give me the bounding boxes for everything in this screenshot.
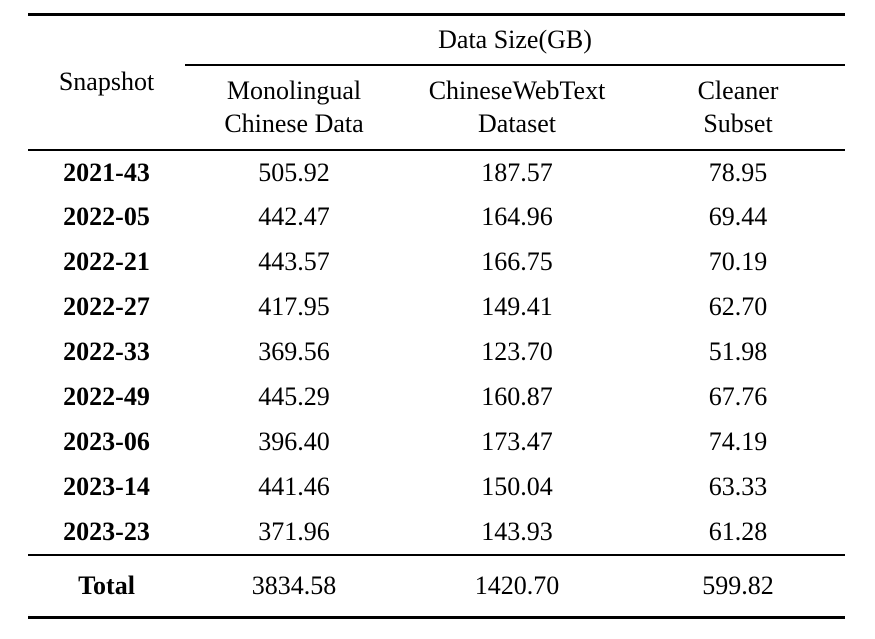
table-row: 2021-43 505.92 187.57 78.95 <box>28 150 845 195</box>
monolingual-value-cell: 505.92 <box>258 157 330 187</box>
chinesewebtext-value-cell: 123.70 <box>481 337 553 366</box>
monolingual-value-cell: 371.96 <box>258 516 330 546</box>
total-monolingual-cell: 3834.58 <box>185 553 403 618</box>
table-header: Snapshot Data Size(GB) Monolingual Chine… <box>28 14 846 151</box>
cleaner-value-cell: 70.19 <box>708 247 768 276</box>
table-row: 2023-14 441.46 150.04 63.33 <box>28 465 845 510</box>
chinesewebtext-value-cell: 164.96 <box>481 202 553 231</box>
sub-header-row: Monolingual Chinese Data ChineseWebText … <box>28 64 846 151</box>
column-header-line: Monolingual <box>226 76 362 105</box>
table-body: 2021-43 505.92 187.57 78.95 2022-05 442.… <box>28 150 845 555</box>
monolingual-value-cell: 445.29 <box>258 382 330 411</box>
snapshot-cell: 2022-05 <box>63 202 150 231</box>
table-row: 2022-05 442.47 164.96 69.44 <box>28 195 845 240</box>
monolingual-value-cell: 369.56 <box>258 337 330 366</box>
chinesewebtext-value-cell: 166.75 <box>481 247 553 276</box>
snapshot-cell: 2021-43 <box>63 157 150 187</box>
cleaner-value-cell: 69.44 <box>708 202 768 231</box>
snapshot-cell: 2022-21 <box>63 247 150 276</box>
column-header-line: Subset <box>703 109 773 138</box>
cleaner-value-cell: 51.98 <box>708 337 768 366</box>
chinesewebtext-value-cell: 150.04 <box>481 472 553 501</box>
snapshot-cell: 2023-14 <box>63 472 150 501</box>
table-row: 2022-33 369.56 123.70 51.98 <box>28 330 845 375</box>
total-label-cell: Total <box>28 553 185 618</box>
table-footer: Total 3834.58 1420.70 599.82 <box>28 553 846 618</box>
column-header-line: ChineseWebText <box>428 76 606 105</box>
column-header-line: Dataset <box>478 109 556 138</box>
column-header-chinesewebtext: ChineseWebText Dataset <box>403 64 631 151</box>
table-row: 2022-49 445.29 160.87 67.76 <box>28 375 845 420</box>
snapshot-cell: 2022-33 <box>63 337 150 366</box>
cleaner-value-cell: 78.95 <box>708 157 768 187</box>
total-chinesewebtext-cell: 1420.70 <box>403 553 631 618</box>
monolingual-value-cell: 441.46 <box>258 472 330 501</box>
column-header-line: Cleaner <box>697 76 779 105</box>
snapshot-cell: 2023-23 <box>63 516 150 546</box>
group-header-data-size: Data Size(GB) <box>185 14 846 66</box>
table-row: 2023-06 396.40 173.47 74.19 <box>28 420 845 465</box>
snapshot-cell: 2023-06 <box>63 427 150 456</box>
page: Snapshot Data Size(GB) Monolingual Chine… <box>28 13 846 619</box>
chinesewebtext-value-cell: 173.47 <box>481 427 553 456</box>
snapshot-cell: 2022-49 <box>63 382 150 411</box>
table-row: 2023-23 371.96 143.93 61.28 <box>28 510 845 555</box>
group-header-row: Snapshot Data Size(GB) <box>28 14 846 151</box>
table-row: 2022-27 417.95 149.41 62.70 <box>28 285 845 330</box>
cleaner-value-cell: 67.76 <box>708 382 768 411</box>
cleaner-value-cell: 62.70 <box>708 292 768 321</box>
monolingual-value-cell: 396.40 <box>258 427 330 456</box>
total-cleaner-cell: 599.82 <box>631 553 846 618</box>
total-row: Total 3834.58 1420.70 599.82 <box>28 553 846 618</box>
cleaner-value-cell: 61.28 <box>708 516 768 546</box>
table-row: 2022-21 443.57 166.75 70.19 <box>28 240 845 285</box>
chinesewebtext-value-cell: 143.93 <box>481 516 553 546</box>
snapshot-cell: 2022-27 <box>63 292 150 321</box>
column-header-monolingual: Monolingual Chinese Data <box>185 64 403 151</box>
monolingual-value-cell: 443.57 <box>258 247 330 276</box>
column-header-snapshot: Snapshot <box>28 14 185 151</box>
data-size-table: Snapshot Data Size(GB) Monolingual Chine… <box>28 13 846 619</box>
column-header-line: Chinese Data <box>224 109 364 138</box>
column-header-cleaner: Cleaner Subset <box>631 64 846 151</box>
cleaner-value-cell: 63.33 <box>708 472 768 501</box>
monolingual-value-cell: 417.95 <box>258 292 330 321</box>
cleaner-value-cell: 74.19 <box>708 427 768 456</box>
monolingual-value-cell: 442.47 <box>258 202 330 231</box>
chinesewebtext-value-cell: 160.87 <box>481 382 553 411</box>
chinesewebtext-value-cell: 149.41 <box>481 292 553 321</box>
chinesewebtext-value-cell: 187.57 <box>481 157 553 187</box>
